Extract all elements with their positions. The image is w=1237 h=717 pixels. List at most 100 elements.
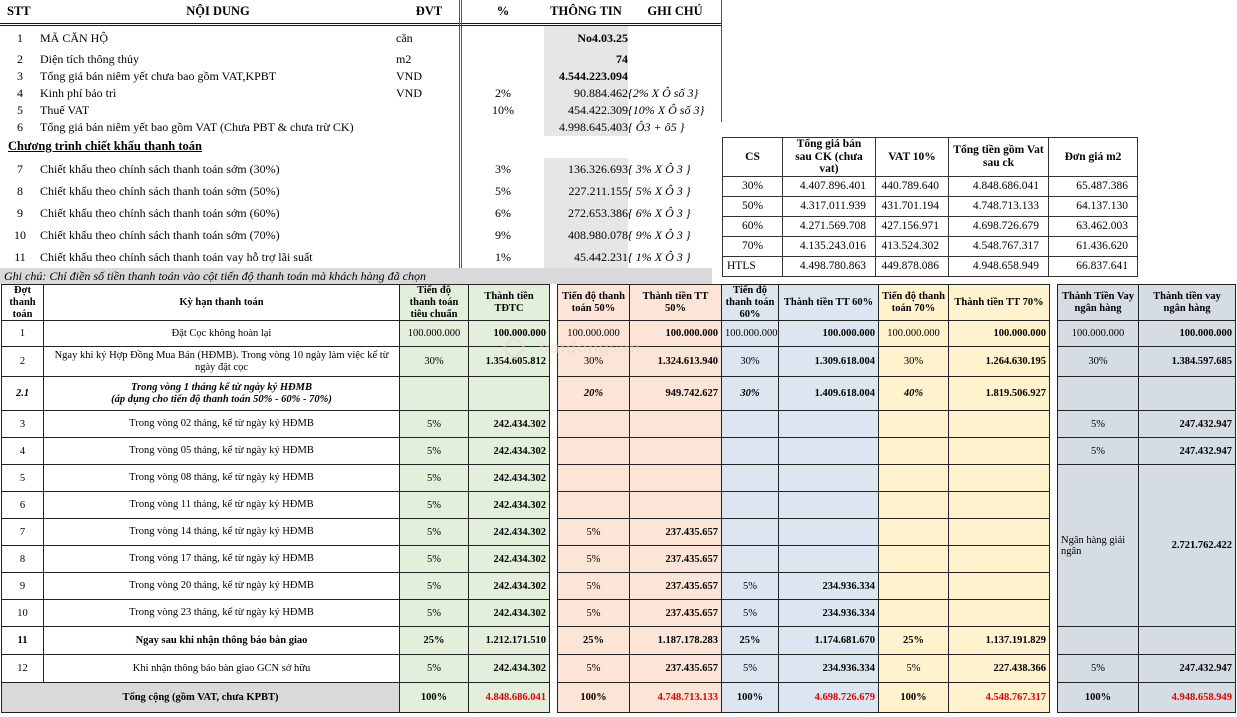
payment-cell: 100%: [557, 682, 630, 714]
payment-cell: 100.000.000: [721, 320, 779, 348]
header-noi-dung: NỘI DUNG: [40, 0, 396, 26]
payment-cell: [778, 545, 879, 574]
column-header: Thành tiền TT 70%: [948, 283, 1050, 322]
payment-row: 12 Khi nhận thông báo bàn giao GCN sở hữu…: [1, 654, 1236, 684]
payment-cell: 242.434.302: [468, 464, 550, 493]
column-gap: [549, 320, 558, 347]
item-label: Diện tích thông thủy: [40, 51, 139, 66]
column-gap: [549, 545, 558, 573]
percent-value: 10%: [492, 102, 514, 117]
header-ghi-chu: GHI CHÚ: [628, 0, 722, 26]
item-label: Chiết khấu theo chính sách thanh toán sớ…: [40, 183, 280, 198]
payment-cell: 237.435.657: [629, 572, 722, 601]
payment-cell: [721, 518, 779, 547]
column-gap: [1049, 376, 1058, 411]
info-row: 3 Tổng giá bán niêm yết chưa bao gồm VAT,…: [0, 67, 722, 85]
payment-cell: 242.434.302: [468, 410, 550, 439]
money-value: 4.498.780.863: [782, 255, 876, 277]
note-value: [628, 25, 722, 51]
installment-number: 5: [1, 464, 44, 493]
payment-cell: 5%: [399, 491, 469, 520]
column-header: Tiến độ thanh toán tiêu chuẩn: [399, 283, 469, 322]
column-gap: [549, 518, 558, 546]
payment-cell: 5%: [1057, 410, 1139, 439]
payment-cell: 1.309.618.004: [778, 346, 879, 378]
payment-row: 7 Trong vòng 14 tháng, kể từ ngày ký HĐMB…: [1, 518, 1236, 547]
payment-row: 5 Trong vòng 08 tháng, kể từ ngày ký HĐMB…: [1, 464, 1236, 628]
payment-cell: 227.438.366: [948, 654, 1050, 684]
payment-cell: [557, 464, 630, 493]
info-row: 9 Chiết khấu theo chính sách thanh toán s…: [0, 202, 722, 224]
info-value: 90.884.462: [544, 84, 628, 102]
unit-value: [396, 119, 462, 136]
payment-cell: 5%: [721, 599, 779, 628]
percent-value: 1%: [495, 249, 511, 264]
percent-value: 6%: [495, 205, 511, 220]
note-value: { 9% X Ô 3 }: [628, 227, 691, 242]
payment-cell: 1.354.605.812: [468, 346, 550, 378]
payment-cell: [1057, 626, 1139, 656]
summary-header-row: CS Tổng giá bán sau CK (chưa vat) VAT 10…: [722, 137, 1138, 177]
unit-value: căn: [396, 30, 413, 45]
payment-cell: [557, 491, 630, 520]
payment-cell: 237.435.657: [629, 545, 722, 574]
info-value: 4.998.645.403: [544, 118, 628, 136]
payment-cell: 100.000.000: [399, 320, 469, 348]
payment-row: 3 Trong vòng 02 tháng, kể từ ngày ký HĐMB…: [1, 410, 1236, 439]
info-value: 454.422.309: [544, 101, 628, 119]
info-row: 1 MÃ CĂN HỘ căn No4.03.25: [0, 24, 722, 51]
payment-cell: 30%: [721, 346, 779, 378]
payment-cell: 5%: [399, 654, 469, 684]
installment-number: 6: [1, 491, 44, 520]
installment-label: Ngay khi ký Hợp Đồng Mua Bán (HĐMB). Tro…: [43, 346, 400, 378]
payment-cell: [948, 491, 1050, 520]
payment-cell: [778, 518, 879, 547]
column-header: Thành Tiền Vay ngân hàng: [1057, 283, 1139, 322]
note-value: [628, 51, 722, 68]
installment-number: 8: [1, 545, 44, 574]
header-total-after-ck: Tổng giá bán sau CK (chưa vat): [782, 137, 876, 177]
payment-cell: 242.434.302: [468, 572, 550, 601]
payment-row: 8 Trong vòng 17 tháng, kể từ ngày ký HĐMB…: [1, 545, 1236, 574]
money-value: 4.271.569.708: [782, 215, 876, 237]
payment-cell: 4.548.767.317: [948, 682, 1050, 714]
header-vat: VAT 10%: [875, 137, 949, 177]
cs-value: 70%: [722, 235, 783, 257]
installment-sublabel: (áp dụng cho tiến độ thanh toán 50% - 60…: [111, 393, 332, 405]
column-header: Tiến độ thanh toán 50%: [557, 283, 630, 322]
column-gap: [1049, 491, 1058, 519]
payment-cell: 4.748.713.133: [629, 682, 722, 714]
payment-cell: 5%: [557, 545, 630, 574]
money-value: 4.748.713.133: [948, 195, 1049, 217]
payment-cell: 5%: [721, 654, 779, 684]
payment-row: 10 Trong vòng 23 tháng, kể từ ngày ký HĐM…: [1, 599, 1236, 628]
payment-cell: 242.434.302: [468, 491, 550, 520]
column-gap: [1049, 464, 1058, 492]
info-value: 74: [544, 50, 628, 68]
bank-disbursement-total: 2.721.762.422: [1138, 464, 1236, 628]
payment-cell: [721, 464, 779, 493]
payment-cell: [629, 410, 722, 439]
row-number: 8: [17, 183, 23, 198]
payment-cell: 242.434.302: [468, 518, 550, 547]
payment-cell: 242.434.302: [468, 654, 550, 684]
discount-table: 7 Chiết khấu theo chính sách thanh toán s…: [0, 158, 722, 268]
section-title: Chương trình chiết khấu thanh toán: [8, 139, 202, 153]
item-label: Tổng giá bán niêm yết chưa bao gồm VAT,K…: [40, 68, 277, 83]
column-gap: [1049, 545, 1058, 573]
percent-value: 9%: [495, 227, 511, 242]
payment-cell: 4.948.658.949: [1138, 682, 1236, 714]
payment-cell: [878, 491, 949, 520]
note-value: { 6% X Ô 3 }: [628, 205, 691, 220]
payment-cell: 5%: [557, 654, 630, 684]
item-label: MÃ CĂN HỘ: [40, 30, 109, 45]
item-label: Tổng giá bán niêm yết bao gồm VAT (Chưa …: [40, 119, 354, 134]
payment-cell: 237.435.657: [629, 599, 722, 628]
payment-cell: 30%: [1057, 346, 1139, 378]
header-unit-price: Đơn giá m2: [1048, 137, 1138, 177]
column-gap: [549, 599, 558, 627]
row-number: 1: [17, 30, 23, 45]
payment-cell: [778, 437, 879, 466]
header-stt: STT: [0, 0, 40, 26]
payment-cell: 25%: [878, 626, 949, 656]
